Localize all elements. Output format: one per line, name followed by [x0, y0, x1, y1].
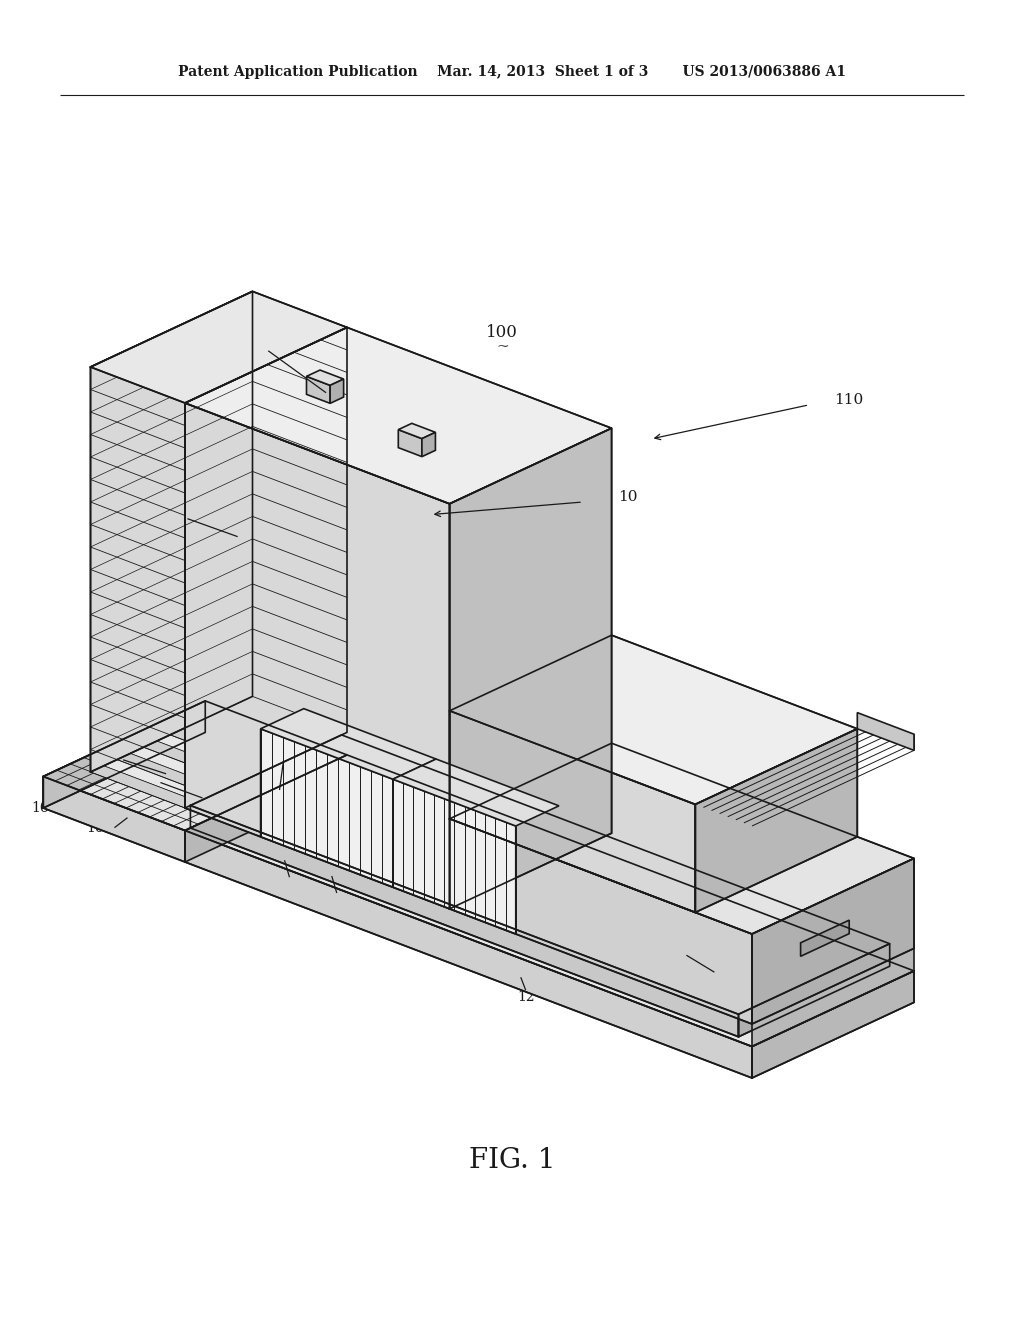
Polygon shape: [185, 755, 347, 862]
Polygon shape: [393, 779, 516, 935]
Polygon shape: [90, 648, 185, 696]
Polygon shape: [90, 693, 185, 741]
Polygon shape: [90, 626, 185, 673]
Text: 1242: 1242: [231, 343, 266, 358]
Polygon shape: [450, 428, 611, 908]
Polygon shape: [450, 818, 752, 1024]
Polygon shape: [185, 830, 752, 1078]
Polygon shape: [422, 433, 435, 457]
Polygon shape: [90, 550, 347, 661]
Polygon shape: [752, 972, 914, 1078]
Text: 12: 12: [517, 990, 535, 1005]
Polygon shape: [90, 603, 185, 651]
Polygon shape: [185, 403, 450, 908]
Polygon shape: [185, 755, 914, 1047]
Polygon shape: [450, 635, 857, 804]
Polygon shape: [90, 640, 347, 752]
Text: ~: ~: [496, 341, 509, 354]
Polygon shape: [90, 738, 185, 785]
Polygon shape: [695, 729, 857, 912]
Polygon shape: [90, 506, 347, 616]
Polygon shape: [43, 701, 347, 830]
Text: 18: 18: [103, 752, 121, 766]
Polygon shape: [90, 663, 347, 775]
Polygon shape: [330, 379, 344, 404]
Polygon shape: [90, 528, 347, 639]
Text: Patent Application Publication    Mar. 14, 2013  Sheet 1 of 3       US 2013/0063: Patent Application Publication Mar. 14, …: [178, 65, 846, 79]
Polygon shape: [90, 595, 347, 706]
Text: 164: 164: [255, 759, 282, 774]
Polygon shape: [90, 513, 185, 561]
Polygon shape: [90, 416, 347, 527]
Polygon shape: [398, 429, 422, 457]
Polygon shape: [90, 292, 253, 772]
Polygon shape: [90, 760, 185, 808]
Polygon shape: [90, 347, 347, 459]
Text: 122: 122: [703, 973, 729, 987]
Polygon shape: [393, 759, 559, 826]
Text: 100: 100: [486, 323, 518, 341]
Polygon shape: [857, 713, 914, 750]
Polygon shape: [90, 618, 347, 729]
Polygon shape: [185, 327, 347, 808]
Polygon shape: [752, 858, 914, 1024]
Polygon shape: [90, 573, 347, 684]
Polygon shape: [738, 944, 890, 1036]
Polygon shape: [306, 370, 344, 385]
Text: 110: 110: [835, 393, 863, 407]
Text: FIG. 1: FIG. 1: [469, 1147, 555, 1173]
Polygon shape: [450, 710, 695, 912]
Text: 162: 162: [86, 821, 113, 834]
Polygon shape: [752, 858, 914, 1047]
Text: 1622: 1622: [151, 512, 185, 525]
Polygon shape: [306, 376, 330, 404]
Polygon shape: [90, 685, 347, 797]
Polygon shape: [90, 302, 347, 414]
Polygon shape: [801, 920, 849, 956]
Polygon shape: [90, 483, 347, 594]
Polygon shape: [90, 392, 347, 504]
Polygon shape: [90, 325, 347, 437]
Polygon shape: [90, 401, 185, 447]
Polygon shape: [90, 558, 185, 606]
Polygon shape: [190, 735, 890, 1014]
Polygon shape: [90, 438, 347, 549]
Polygon shape: [190, 805, 738, 1036]
Text: 124: 124: [276, 878, 303, 892]
Polygon shape: [90, 491, 185, 539]
Polygon shape: [398, 424, 435, 438]
Text: 168: 168: [132, 776, 159, 789]
Polygon shape: [90, 292, 347, 403]
Polygon shape: [43, 776, 185, 862]
Polygon shape: [90, 536, 185, 583]
Polygon shape: [450, 743, 914, 935]
Polygon shape: [43, 701, 205, 808]
Polygon shape: [185, 327, 611, 504]
Polygon shape: [90, 461, 347, 572]
Polygon shape: [90, 379, 185, 425]
Polygon shape: [260, 709, 436, 779]
Polygon shape: [90, 446, 185, 492]
Polygon shape: [90, 424, 185, 470]
Text: 16: 16: [32, 801, 49, 814]
Text: 10: 10: [618, 490, 638, 504]
Polygon shape: [90, 671, 185, 718]
Polygon shape: [90, 581, 185, 628]
Polygon shape: [260, 729, 393, 887]
Polygon shape: [90, 370, 347, 482]
Text: 1642: 1642: [319, 894, 354, 908]
Polygon shape: [90, 469, 185, 516]
Polygon shape: [90, 715, 185, 763]
